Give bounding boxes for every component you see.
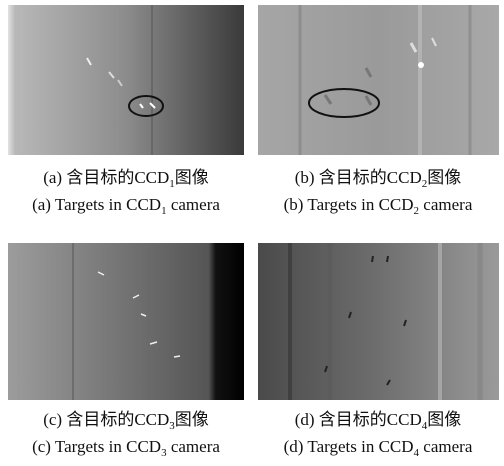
caption-text: 图像 [427, 168, 461, 187]
caption-text: (c) 含目标的CCD [43, 410, 169, 429]
caption-text: camera [419, 437, 473, 456]
caption-text: camera [167, 437, 221, 456]
caption-en: (a) Targets in CCD1 camera [32, 195, 220, 217]
caption-text: (b) Targets in CCD [284, 195, 414, 214]
image-a [8, 5, 244, 155]
image-d [258, 243, 499, 400]
image-c [8, 243, 244, 400]
caption-text: 图像 [427, 410, 461, 429]
caption-text: (c) Targets in CCD [32, 437, 161, 456]
image-b [258, 5, 499, 155]
caption-text: 图像 [175, 410, 209, 429]
caption-text: (d) 含目标的CCD [295, 410, 422, 429]
caption-cn: (a) 含目标的CCD1图像 [43, 168, 209, 190]
caption-text: (a) 含目标的CCD [43, 168, 169, 187]
caption-text: (b) 含目标的CCD [295, 168, 422, 187]
caption-cn: (d) 含目标的CCD4图像 [295, 410, 462, 432]
caption-text: camera [419, 195, 473, 214]
caption-text: (a) Targets in CCD [32, 195, 161, 214]
caption-en: (c) Targets in CCD3 camera [32, 437, 220, 459]
caption-text: camera [167, 195, 221, 214]
caption-en: (b) Targets in CCD2 camera [284, 195, 473, 217]
caption-text: (d) Targets in CCD [284, 437, 414, 456]
caption-cn: (b) 含目标的CCD2图像 [295, 168, 462, 190]
figure: (a) 含目标的CCD1图像 (a) Targets in CCD1 camera… [0, 0, 504, 466]
caption-en: (d) Targets in CCD4 camera [284, 437, 473, 459]
caption-cn: (c) 含目标的CCD3图像 [43, 410, 209, 432]
caption-text: 图像 [175, 168, 209, 187]
